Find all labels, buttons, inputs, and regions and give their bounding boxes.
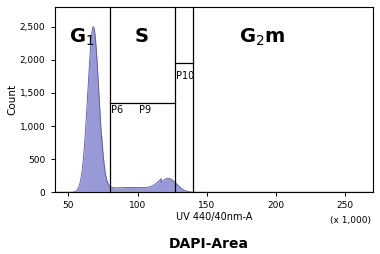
Text: DAPI-Area: DAPI-Area: [169, 237, 249, 251]
Text: (x 1,000): (x 1,000): [329, 216, 370, 225]
Y-axis label: Count: Count: [7, 84, 17, 115]
Text: G$_1$: G$_1$: [70, 27, 95, 48]
Text: S: S: [135, 27, 149, 46]
X-axis label: UV 440/40nm-A: UV 440/40nm-A: [176, 212, 252, 222]
Text: P6: P6: [111, 104, 124, 115]
Text: G$_2$m: G$_2$m: [239, 27, 285, 48]
Text: P9: P9: [139, 104, 151, 115]
Text: P10: P10: [176, 71, 195, 82]
